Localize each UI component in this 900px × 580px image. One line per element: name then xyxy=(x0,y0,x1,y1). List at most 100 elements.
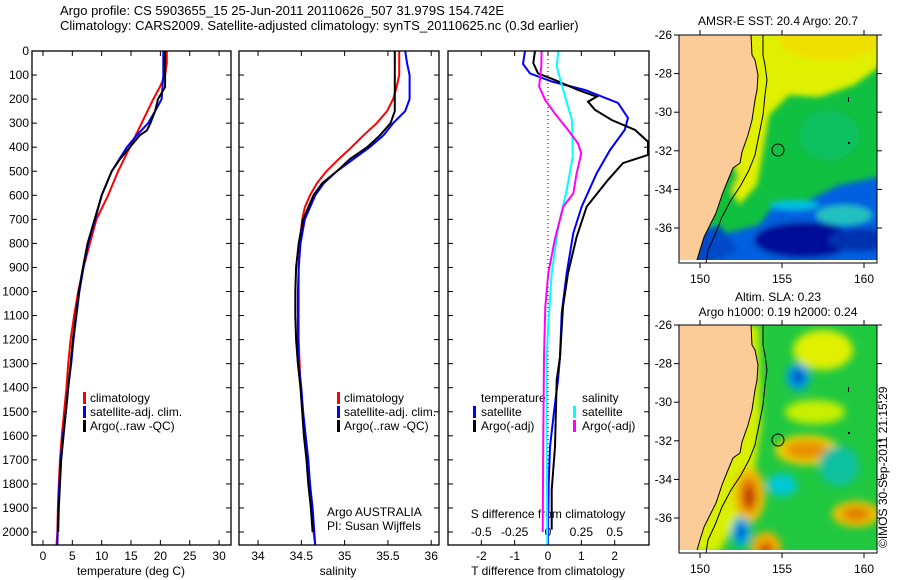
map-axes: -26 -28 -30 -32 -34 -36 150 155 160 xyxy=(655,318,882,576)
annotation-program: Argo AUSTRALIA xyxy=(327,505,422,519)
x-tick-label: 34 xyxy=(251,549,265,563)
x-tick-label: -2 xyxy=(476,549,487,563)
lat-tick-label: -36 xyxy=(655,221,673,235)
lat-tick-label: -36 xyxy=(655,511,673,525)
coastline xyxy=(696,34,759,261)
y-tick-label: 300 xyxy=(9,116,29,130)
y-tick-label: 1200 xyxy=(2,333,29,347)
legend-label: Argo(..raw -QC) xyxy=(90,419,175,433)
x-tick-label: 10 xyxy=(95,549,109,563)
annotation-pi: PI: Susan Wijffels xyxy=(327,519,421,533)
x-tick-label: 5 xyxy=(69,549,76,563)
legend-label: Argo(-adj) xyxy=(582,419,635,433)
legend-label: satellite-adj. clim. xyxy=(344,405,436,419)
x-axis-label-difference: T difference from climatology xyxy=(471,564,625,578)
legend-swatch-t-satellite xyxy=(473,406,476,418)
legend-header-temperature: temperature xyxy=(481,391,546,405)
legend-label: Argo(..raw -QC) xyxy=(344,419,429,433)
coastline xyxy=(696,324,759,551)
lat-tick-label: -34 xyxy=(655,182,673,196)
lat-tick-label: -26 xyxy=(655,28,673,42)
legend-label: Argo(-adj) xyxy=(481,419,534,433)
credit-timestamp: ©IMOS 30-Sep-2011 21:15:29 xyxy=(876,386,890,548)
x2-tick-label: 0.5 xyxy=(606,525,623,539)
legend-label: climatology xyxy=(90,391,150,405)
panel-frame xyxy=(31,50,232,546)
x-tick-label: 35 xyxy=(338,549,352,563)
x-tick-label: 25 xyxy=(183,549,197,563)
x2-tick-label: 0.25 xyxy=(570,525,594,539)
legend-temperature: climatology satellite-adj. clim. Argo(..… xyxy=(83,391,182,433)
series-line-salinity-argo-adj- xyxy=(538,51,583,533)
panel-frame xyxy=(447,50,650,546)
x-tick-label: -1 xyxy=(509,549,520,563)
x-tick-label: 35.5 xyxy=(376,549,400,563)
legend-swatch-t-argo xyxy=(473,420,476,432)
argo-float-marker xyxy=(771,143,785,157)
sst-map: -26 -28 -30 -32 -34 -36 150 155 160 xyxy=(655,28,882,286)
lat-tick-label: -30 xyxy=(655,395,673,409)
x-tick-label: 1 xyxy=(578,549,585,563)
series-line-argo-raw-qc- xyxy=(57,51,167,533)
island-marker xyxy=(848,142,850,144)
lon-tick-label: 150 xyxy=(690,272,710,286)
series-line-salinity-satellite xyxy=(545,51,574,545)
y-tick-label: 1400 xyxy=(2,381,29,395)
legend-label: satellite xyxy=(481,405,522,419)
series-line-satellite-adj-clim- xyxy=(56,51,165,545)
legend-swatch-argo xyxy=(337,420,340,432)
isobath-line xyxy=(705,325,768,554)
y-tick-label: 900 xyxy=(9,260,29,274)
y-tick-label: 1700 xyxy=(2,453,29,467)
lon-tick-label: 155 xyxy=(772,562,792,576)
map-frame xyxy=(678,324,878,554)
sla-map: -26 -28 -30 -32 -34 -36 150 155 160 xyxy=(655,318,882,576)
y-tick-label: 1500 xyxy=(2,405,29,419)
x-axis-label-temperature: temperature (deg C) xyxy=(77,564,185,578)
land-shape xyxy=(679,325,758,550)
x-tick-label: 30 xyxy=(212,549,226,563)
lon-tick-label: 160 xyxy=(854,272,874,286)
legend-swatch-climatology xyxy=(337,392,340,404)
y-tick-label: 1000 xyxy=(2,285,29,299)
series-line-temperature-argo-adj- xyxy=(532,51,649,530)
x-tick-label: 20 xyxy=(154,549,168,563)
y-tick-label: 100 xyxy=(9,68,29,82)
legend-header-salinity: salinity xyxy=(582,391,619,405)
isobath-line xyxy=(705,35,768,264)
plot-title-line1: Argo profile: CS 5903655_15 25-Jun-2011 … xyxy=(60,3,505,18)
lon-tick-label: 150 xyxy=(690,562,710,576)
y-tick-label: 700 xyxy=(9,212,29,226)
legend-swatch-satellite xyxy=(337,406,340,418)
argo-float-marker xyxy=(771,433,785,447)
y-tick-label: 2000 xyxy=(2,525,29,539)
series-group xyxy=(521,51,649,545)
y-tick-label: 1600 xyxy=(2,429,29,443)
legend-salinity: climatology satellite-adj. clim. Argo(..… xyxy=(337,391,436,433)
profile-plots: climatology satellite-adj. clim. Argo(..… xyxy=(2,44,650,578)
land xyxy=(679,324,877,554)
x-tick-label: 0 xyxy=(40,549,47,563)
land-shape xyxy=(679,35,758,260)
island-marker xyxy=(848,432,850,434)
y-tick-label: 500 xyxy=(9,164,29,178)
y-tick-label: 200 xyxy=(9,92,29,106)
x-tick-label: 36 xyxy=(425,549,439,563)
plot-title-line2: Climatology: CARS2009. Satellite-adjuste… xyxy=(60,18,579,33)
island-marker xyxy=(848,387,849,392)
y-tick-label: 0 xyxy=(22,44,29,58)
legend-swatch-satellite xyxy=(83,406,86,418)
legend-swatch-s-argo xyxy=(573,420,576,432)
series-line-argo-raw-qc- xyxy=(294,51,396,533)
lat-tick-label: -28 xyxy=(655,67,673,81)
panel-temperature: 0 5 10 15 20 25 300100200300400500600700800900… xyxy=(2,44,232,563)
lat-tick-label: -30 xyxy=(655,105,673,119)
y-tick-label: 1100 xyxy=(3,309,29,323)
series-line-temperature-satellite xyxy=(521,51,630,545)
legend-difference: temperature salinity satellite Argo(-adj… xyxy=(473,391,635,433)
panel-salinity: 34 34.5 35 35.5 36 xyxy=(238,50,440,563)
map-bottom-strip xyxy=(679,260,877,263)
lon-tick-label: 155 xyxy=(772,272,792,286)
x2-tick-label: -0.25 xyxy=(501,525,529,539)
island-marker xyxy=(848,97,849,102)
